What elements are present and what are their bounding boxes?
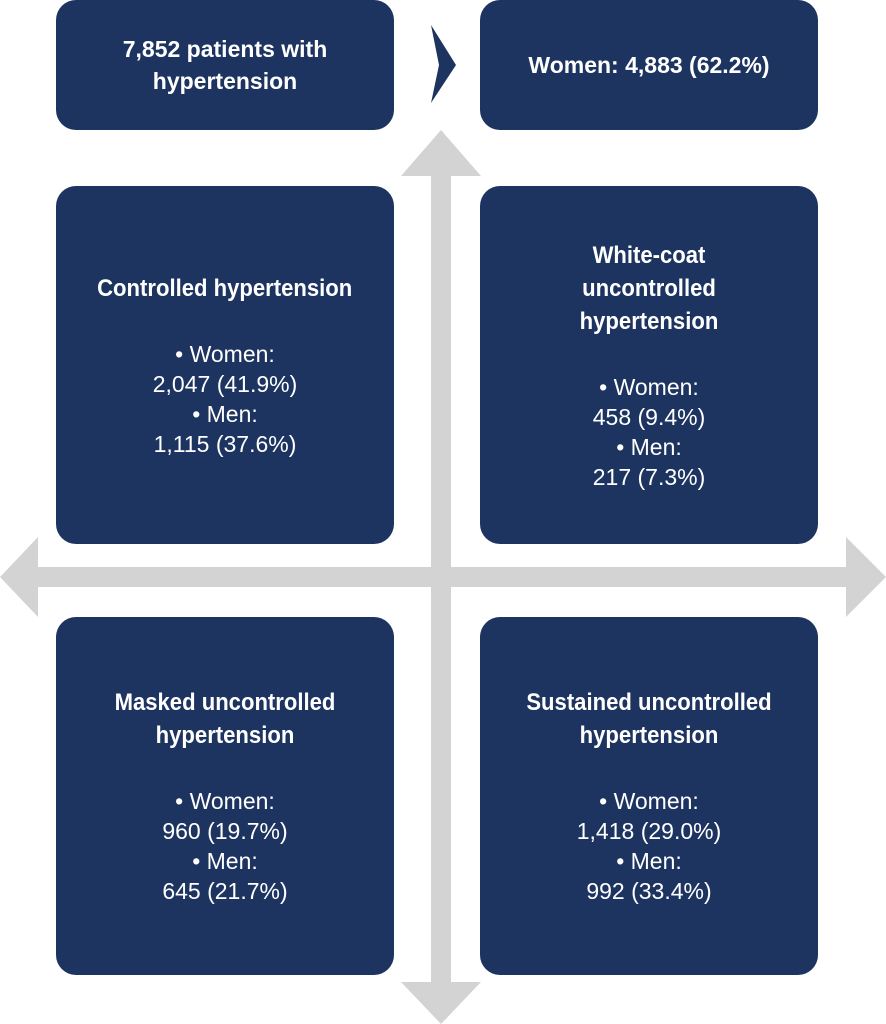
total-patients-box: 7,852 patients with hypertension [56, 0, 394, 130]
men-label: • Men: [616, 848, 682, 874]
horizontal-axis-arrow [0, 537, 886, 617]
quadrant-title: Masked uncontrolled hypertension [114, 689, 336, 749]
women-value: 1,418 (29.0%) [576, 818, 722, 844]
men-value: 217 (7.3%) [592, 463, 706, 490]
quadrant-stats: • Women: 458 (9.4%) • Men: 217 (7.3%) [593, 372, 706, 492]
quadrant-stats: • Women: 1,418 (29.0%) • Men: 992 (33.4%… [577, 786, 721, 906]
women-label: • Women: [599, 788, 699, 814]
quadrant-title: White-coat uncontrolled hypertension [579, 241, 719, 335]
chevron-right-icon [431, 25, 456, 103]
women-value: 2,047 (41.9%) [152, 370, 298, 397]
men-value: 992 (33.4%) [586, 878, 712, 904]
women-value: 960 (19.7%) [162, 818, 288, 844]
women-value: 458 (9.4%) [592, 403, 706, 430]
total-patients-label: 7,852 patients with hypertension [122, 36, 328, 94]
women-label: • Women: [175, 340, 275, 367]
men-label: • Men: [616, 433, 682, 460]
quadrant-title: Controlled hypertension [97, 274, 353, 302]
quadrant-controlled: Controlled hypertension • Women: 2,047 (… [56, 186, 394, 544]
women-label: • Women: [175, 788, 275, 814]
women-label: • Women: [599, 373, 699, 400]
quadrant-white-coat: White-coat uncontrolled hypertension • W… [480, 186, 818, 544]
women-total-box: Women: 4,883 (62.2%) [480, 0, 818, 130]
quadrant-sustained: Sustained uncontrolled hypertension • Wo… [480, 617, 818, 975]
quadrant-masked: Masked uncontrolled hypertension • Women… [56, 617, 394, 975]
quadrant-title: Sustained uncontrolled hypertension [526, 689, 772, 749]
women-total-label: Women: 4,883 (62.2%) [528, 52, 770, 78]
men-value: 1,115 (37.6%) [153, 430, 297, 457]
quadrant-stats: • Women: 960 (19.7%) • Men: 645 (21.7%) [162, 786, 287, 906]
men-label: • Men: [192, 400, 258, 427]
quadrant-stats: • Women: 2,047 (41.9%) • Men: 1,115 (37.… [153, 339, 297, 459]
men-value: 645 (21.7%) [162, 878, 288, 904]
men-label: • Men: [192, 848, 258, 874]
